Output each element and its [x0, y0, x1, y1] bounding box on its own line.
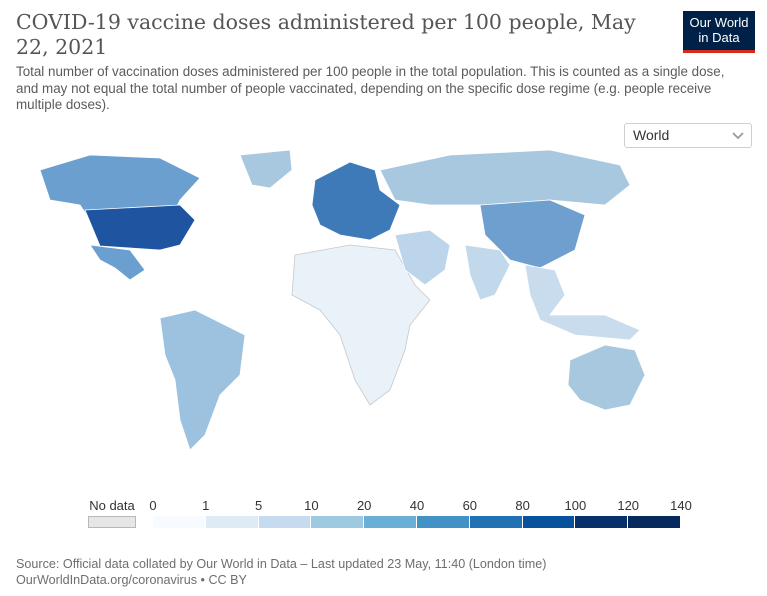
world-map[interactable] [30, 150, 730, 460]
region-select[interactable]: World [624, 123, 752, 148]
legend-tick-label: 140 [670, 498, 692, 513]
logo-bar [683, 50, 755, 53]
legend-tick-label: 20 [356, 498, 372, 513]
legend-bin [364, 516, 417, 528]
legend-tick-label: 5 [254, 498, 263, 513]
map-region-australia[interactable] [567, 344, 646, 411]
map-region-russia[interactable] [379, 150, 631, 206]
map-region-china[interactable] [479, 199, 586, 269]
legend-bin [417, 516, 470, 528]
legend-tick-label: 80 [515, 498, 530, 513]
legend-tick-label: 0 [149, 498, 157, 513]
map-region-india[interactable] [464, 244, 511, 301]
legend-bin [153, 516, 206, 528]
source-note: Source: Official data collated by Our Wo… [16, 556, 756, 588]
logo-line-2: in Data [698, 30, 740, 45]
owid-logo[interactable]: Our World in Data [683, 11, 755, 53]
source-line-1: Source: Official data collated by Our Wo… [16, 557, 547, 571]
legend-tick-label: 60 [462, 498, 478, 513]
map-region-southeast-asia[interactable] [524, 264, 641, 341]
source-link[interactable]: OurWorldInData.org/coronavirus • CC BY [16, 573, 247, 587]
chevron-down-icon [731, 128, 745, 145]
legend-bin [469, 516, 523, 528]
legend-bin [205, 516, 259, 528]
legend-tick-label: 120 [617, 498, 640, 513]
legend-bin [311, 516, 365, 528]
legend-tick-label: 1 [202, 498, 210, 513]
chart-subtitle: Total number of vaccination doses admini… [16, 64, 725, 112]
map-region-greenland[interactable] [239, 150, 293, 189]
legend-bin [628, 516, 681, 528]
map-region-united-states[interactable] [84, 204, 196, 251]
legend-bin [522, 516, 576, 528]
legend-tick-label: 40 [409, 498, 425, 513]
map-region-africa[interactable] [291, 244, 431, 406]
legend-tick-label: 10 [304, 498, 319, 513]
logo-line-1: Our World [689, 15, 749, 30]
region-select-value: World [633, 127, 670, 143]
chart-title: COVID-19 vaccine doses administered per … [16, 10, 636, 59]
legend-bin [258, 516, 312, 528]
map-region-middle-east[interactable] [394, 229, 451, 286]
legend-bin [575, 516, 629, 528]
legend-no-data-swatch [88, 516, 136, 528]
legend-tick-label: 100 [564, 498, 587, 513]
map-region-south-america[interactable] [159, 309, 246, 451]
legend-no-data-label: No data [89, 498, 135, 513]
map-region-europe[interactable] [311, 161, 401, 241]
